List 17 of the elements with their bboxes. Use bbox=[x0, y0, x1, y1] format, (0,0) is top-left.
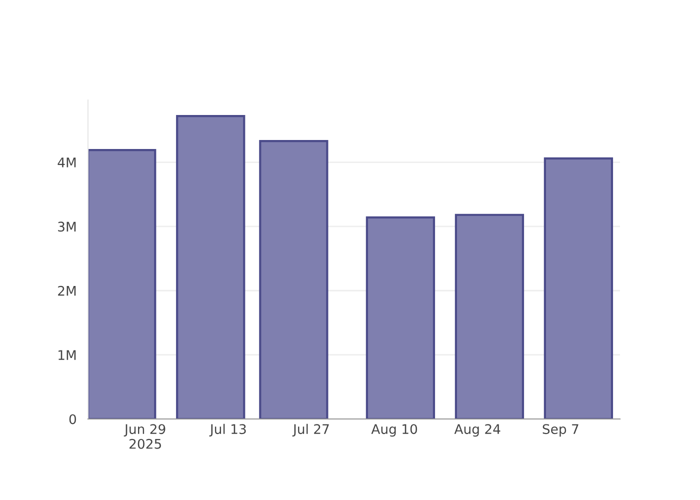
x-tick-label: Aug 24 bbox=[454, 424, 500, 437]
y-tick-label: 3M bbox=[58, 222, 76, 232]
x-tick-label: Jul 13 bbox=[209, 424, 246, 437]
y-tick-label: 4M bbox=[58, 158, 76, 168]
bar bbox=[544, 157, 614, 419]
bar bbox=[88, 149, 156, 419]
y-tick-label: 1M bbox=[58, 350, 76, 360]
x-tick-label: Aug 10 bbox=[371, 424, 418, 437]
bar bbox=[366, 216, 436, 419]
y-tick-label: 0 bbox=[69, 414, 76, 424]
bar bbox=[259, 140, 328, 419]
bar bbox=[176, 115, 246, 419]
x-tick-label: Jun 29 2025 bbox=[124, 424, 166, 449]
y-tick-label: 2M bbox=[58, 286, 76, 296]
bar bbox=[454, 214, 524, 419]
x-tick-label: Jul 27 bbox=[292, 424, 329, 437]
x-tick-label: Sep 7 bbox=[542, 424, 578, 437]
